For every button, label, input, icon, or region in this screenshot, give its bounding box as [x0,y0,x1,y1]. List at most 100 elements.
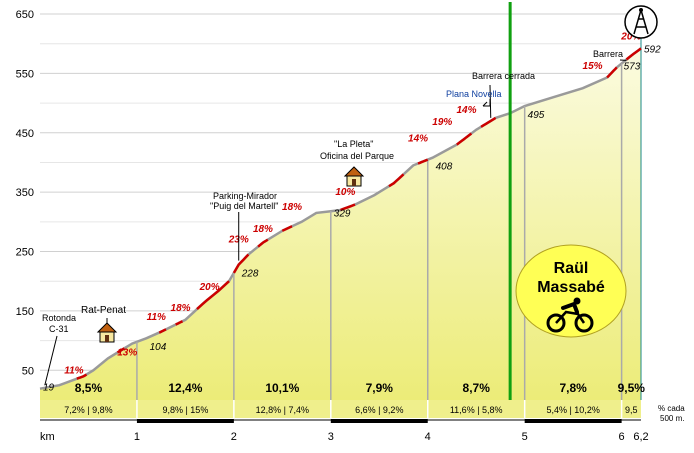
slope-label: 20% [620,32,641,43]
rat-penat-label: Rat-Penat [81,305,126,316]
x-tick-label: 4 [425,431,431,443]
pleta-label-line2: Oficina del Parque [320,151,394,161]
x-tick-label: 6,2 [633,431,648,443]
axes: 1 2 3 4 5 6 6,2 [40,419,649,443]
house-icon [96,322,118,343]
rotonda-label-line1: Rotonda [42,313,76,323]
steep-segment [456,132,473,146]
y-tick-label: 50 [22,365,34,377]
slope-band: 8,5% 7,2% | 9,8% 12,4% 9,8% | 15% 10,1% 12,8%… [40,381,645,418]
km-avg-slope: 8,7% [463,381,491,395]
slope-band-bg [40,400,641,418]
steep-segment [340,203,356,212]
author-name-line2: Massabé [537,279,605,296]
altitude-label: 228 [241,269,259,280]
half-km-slopes: 7,2% | 9,8% [64,405,112,415]
steep-segment [175,320,184,326]
altitude-label: 592 [644,44,661,55]
slope-label: 19% [432,117,452,128]
x-tick-label: 6 [619,431,625,443]
rotonda-label-line2: C-31 [49,324,69,334]
x-tick-label: 5 [522,431,528,443]
altitude-label: 329 [334,209,351,220]
km-bar [330,419,428,423]
altitude-label: 573 [624,62,641,73]
y-tick-label: 650 [16,9,34,21]
steep-segment [116,347,125,354]
footnote-line1: % cada [658,404,685,413]
slope-label: 18% [253,224,273,235]
half-km-slopes: 9,8% | 15% [162,405,208,415]
author-name-line1: Raül [554,260,589,277]
slope-label: 10% [335,187,355,198]
altitude-label: 19 [43,383,55,394]
cyclist-icon [546,297,594,333]
km-avg-slope: 10,1% [265,381,299,395]
plana-novella-label: Plana Novella [446,89,502,99]
y-tick-label: 550 [16,68,34,80]
slope-label: 15% [583,61,603,72]
x-axis-label: km [40,431,55,443]
y-tick-label: 450 [16,128,34,140]
steep-segment [625,47,642,61]
steep-segment [158,328,167,334]
steep-segments [76,47,642,380]
steep-segment [480,116,497,128]
km-avg-slope: 9,5% [618,381,646,395]
km-dividers [136,2,642,404]
half-km-slopes: 6,6% | 9,2% [355,405,403,415]
slope-label: 18% [171,303,191,314]
rotonda-pointer [44,335,58,386]
half-km-slopes: 5,4% | 10,2% [546,405,599,415]
steep-segment [76,373,88,380]
km-bar [524,419,622,423]
x-tick-label: 3 [328,431,334,443]
steep-segment [388,173,405,188]
steep-segment [417,158,429,165]
parking-label-line1: Parking-Mirador [213,191,277,201]
y-tick-label: 350 [16,187,34,199]
km-bar [136,419,234,423]
arrow-icon [482,99,491,107]
slope-label: 20% [199,282,220,293]
slope-label: 11% [147,312,166,323]
footnote-line2: 500 m. [660,414,684,423]
altitude-label: 408 [436,162,453,173]
antenna-icon [624,5,658,39]
half-km-slopes: 11,6% | 5,8% [450,405,503,415]
half-km-slopes: 9,5 [625,405,638,415]
annotations [44,59,627,386]
half-km-slopes: 12,8% | 7,4% [256,405,309,415]
slope-label: 11% [64,365,83,376]
pleta-label-line1: "La Pleta" [334,139,373,149]
x-tick-label: 2 [231,431,237,443]
slope-label: 18% [282,202,302,213]
profile-fill [40,48,641,401]
profile-area [39,47,642,401]
steep-segment [257,238,269,248]
steep-segment [196,280,230,311]
barrera-label: Barrera [593,49,623,59]
altitude-label: 104 [150,342,167,353]
profile-labels: 1910422832940849557359211%13%11%18%20%23… [43,32,661,394]
altitude-label: 495 [528,110,545,121]
author-badge: Raül Massabé [515,244,627,338]
parking-label-line2: "Puig del Martell" [210,201,278,211]
slope-label: 14% [408,134,428,145]
barrera-cerrada-label: Barrera cerrada [472,71,535,81]
km-avg-slope: 8,5% [75,381,103,395]
y-tick-label: 250 [16,247,34,259]
y-tick-label: 150 [16,306,34,318]
km-avg-slope: 7,8% [559,381,587,395]
km-avg-slope: 7,9% [366,381,394,395]
slope-label: 13% [117,347,137,358]
slope-label: 14% [457,105,477,116]
steep-segment [281,225,293,232]
house-icon [343,166,365,187]
km-avg-slope: 12,4% [168,381,202,395]
steep-segment [606,66,618,79]
steep-segment [232,253,250,274]
x-tick-label: 1 [134,431,140,443]
profile-line [39,47,642,390]
